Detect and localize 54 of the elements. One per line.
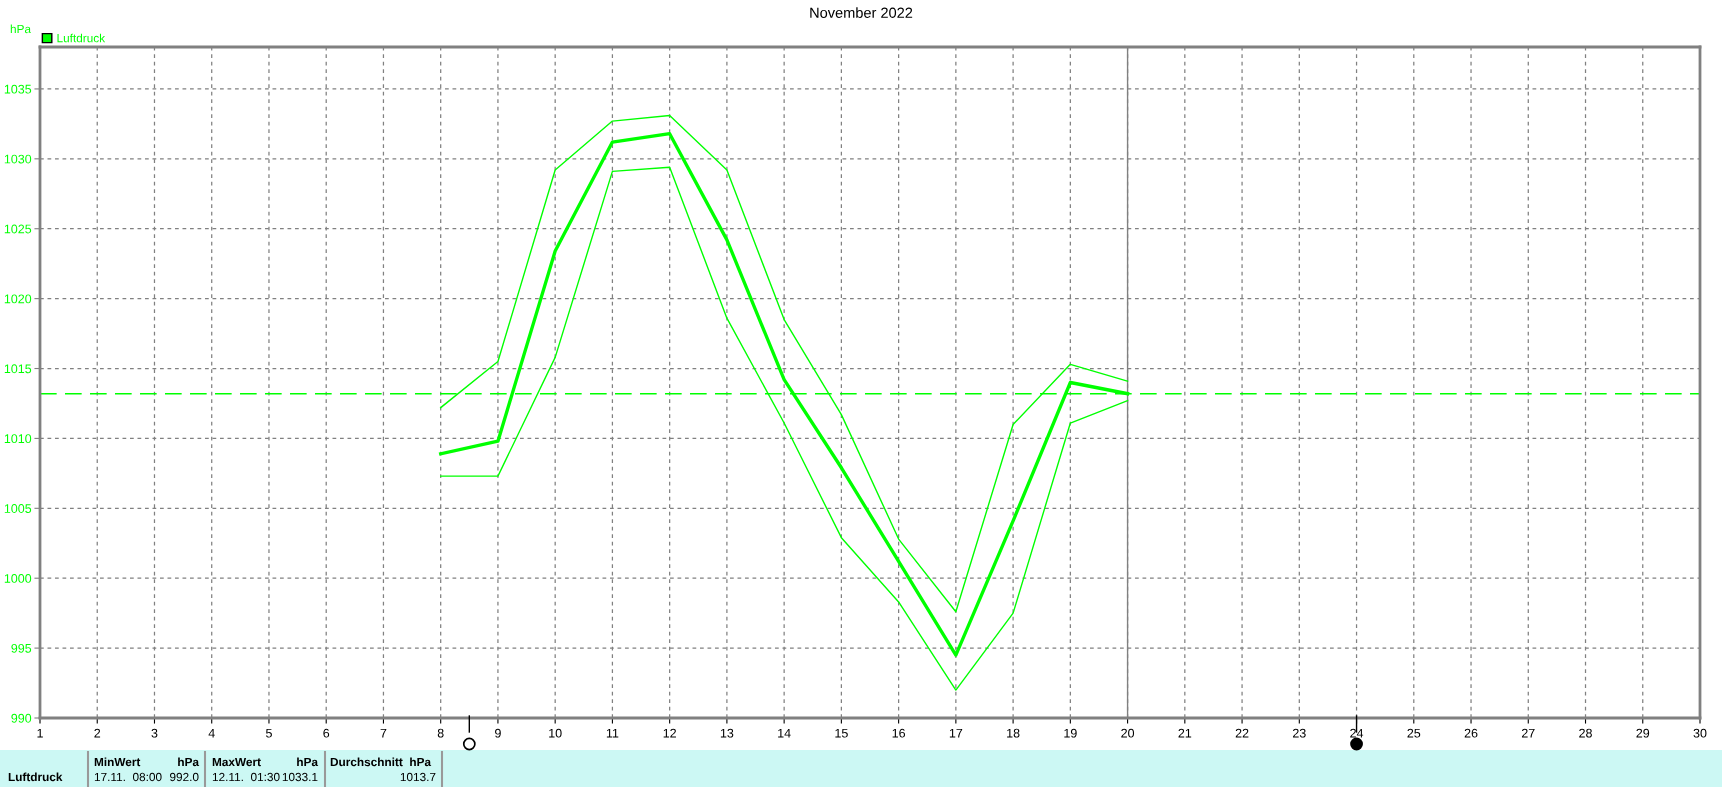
x-tick-label: 17 <box>949 728 963 738</box>
y-tick-label: 1030 <box>4 154 32 164</box>
text: hPa <box>178 757 200 767</box>
x-tick-label: 4 <box>208 728 215 738</box>
y-tick-label: 1015 <box>4 364 32 374</box>
x-tick-label: 7 <box>380 728 387 738</box>
y-tick-label: 1025 <box>4 224 32 234</box>
x-tick-label: 15 <box>835 728 848 738</box>
text: Luftdruck <box>8 772 63 782</box>
x-tick-label: 19 <box>1064 728 1077 738</box>
x-tick-label: 16 <box>892 728 906 738</box>
legend-label: Luftdruck <box>57 33 106 43</box>
x-tick-label: 6 <box>323 728 330 738</box>
text: MinWert <box>94 757 141 767</box>
text: 1033.1 <box>282 772 318 782</box>
text: hPa <box>297 757 319 767</box>
x-tick-label: 14 <box>778 728 791 738</box>
x-tick-label: 11 <box>606 728 619 738</box>
text: 1013.7 <box>400 772 436 782</box>
x-tick-label: 26 <box>1464 728 1478 738</box>
x-tick-label: 29 <box>1636 728 1650 738</box>
x-tick-label: 9 <box>495 728 501 738</box>
x-tick-label: 10 <box>549 728 562 738</box>
x-tick-label: 24 <box>1350 728 1364 738</box>
y-tick-label: 1035 <box>4 84 32 94</box>
y-axis-title: hPa <box>10 24 31 34</box>
y-tick-label: 1020 <box>4 294 32 304</box>
text: 12.11. 01:30 <box>212 772 280 782</box>
x-tick-label: 18 <box>1007 728 1020 738</box>
y-tick-label: 1000 <box>4 574 32 583</box>
y-tick-label: 995 <box>11 643 32 653</box>
x-tick-label: 5 <box>265 728 272 738</box>
text: MaxWert <box>212 757 261 767</box>
y-tick-label: 1010 <box>4 434 32 444</box>
chart-title: November 2022 <box>810 7 913 18</box>
x-tick-label: 3 <box>151 728 158 738</box>
x-tick-label: 28 <box>1579 728 1592 738</box>
x-tick-label: 22 <box>1235 728 1249 738</box>
x-tick-label: 12 <box>663 728 676 738</box>
x-tick-label: 13 <box>720 728 734 738</box>
y-tick-label: 990 <box>11 713 32 723</box>
x-tick-label: 20 <box>1121 728 1135 738</box>
x-tick-label: 25 <box>1407 728 1421 738</box>
x-tick-label: 30 <box>1693 728 1707 738</box>
text: 17.11. 08:00 <box>94 772 162 782</box>
x-tick-label: 8 <box>437 728 444 738</box>
x-tick-label: 1 <box>37 728 43 738</box>
text: Durchschnitt hPa <box>330 757 432 767</box>
x-tick-label: 21 <box>1178 728 1192 738</box>
x-tick-label: 27 <box>1521 728 1535 738</box>
x-tick-label: 23 <box>1292 728 1306 738</box>
x-tick-label: 2 <box>94 728 101 738</box>
text: 992.0 <box>170 772 199 782</box>
y-tick-label: 1005 <box>4 504 32 513</box>
